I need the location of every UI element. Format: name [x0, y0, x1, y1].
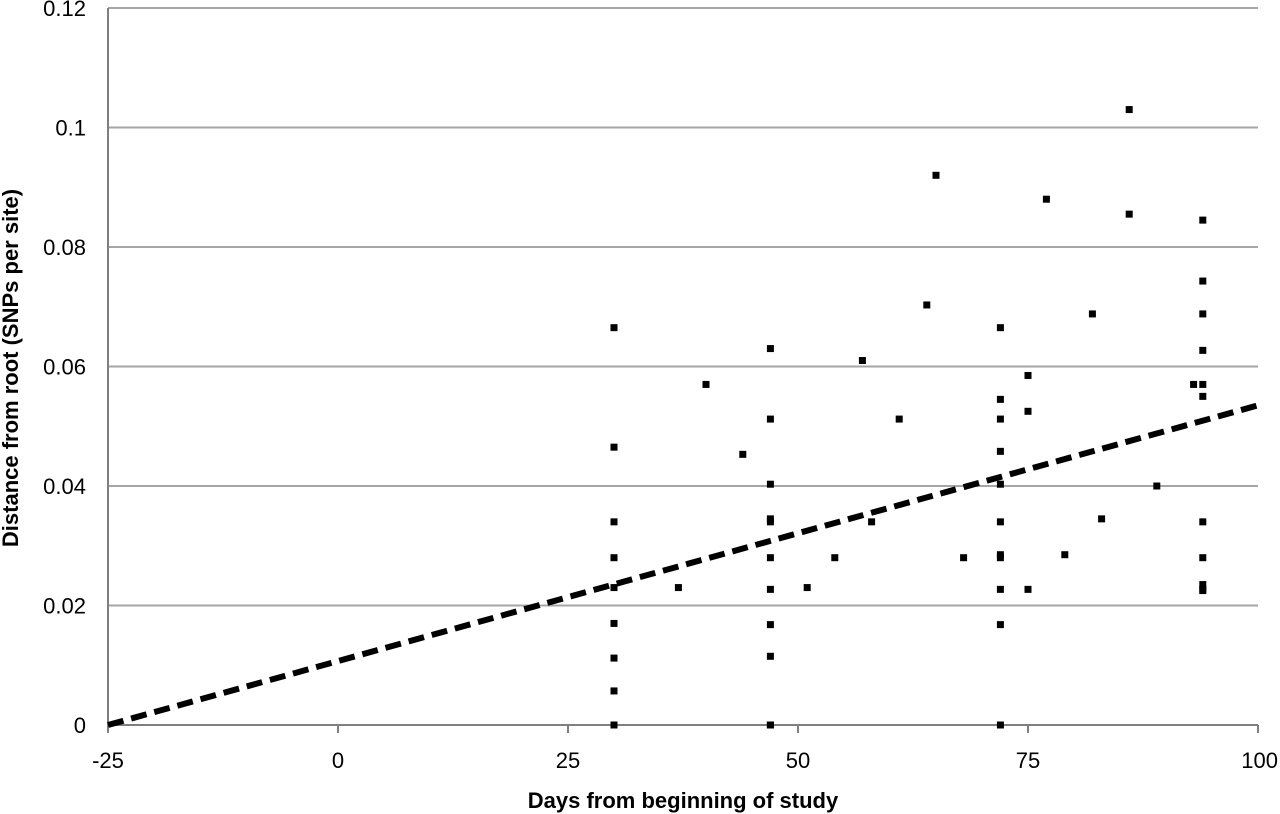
y-tick-label: 0.06 [43, 355, 86, 380]
gridlines [108, 7, 1258, 607]
data-point [1098, 515, 1106, 523]
x-axis-title: Days from beginning of study [528, 788, 839, 813]
data-point [766, 621, 774, 629]
y-tick-label: 0.1 [55, 116, 86, 141]
y-axis-title: Distance from root (SNPs per site) [0, 189, 23, 547]
data-point [610, 619, 618, 627]
data-point [1199, 392, 1207, 400]
data-point [923, 301, 931, 309]
x-tick-label: -25 [92, 748, 124, 773]
data-point [1190, 380, 1198, 388]
data-point [610, 654, 618, 662]
x-tick-labels: -25 0 25 50 75 100 [92, 748, 1278, 773]
y-tick-label: 0 [74, 713, 86, 738]
data-point [1061, 551, 1069, 559]
data-point [766, 652, 774, 660]
data-point [766, 554, 774, 562]
data-point [803, 584, 811, 592]
data-point [1042, 195, 1050, 203]
data-point [610, 584, 618, 592]
data-point [766, 585, 774, 593]
y-tick-label: 0.08 [43, 235, 86, 260]
x-tick-label: 25 [556, 748, 580, 773]
data-point [674, 584, 682, 592]
data-point [1199, 380, 1207, 388]
data-point [1153, 482, 1161, 490]
data-point [610, 518, 618, 526]
data-point [996, 721, 1004, 729]
data-point [1024, 371, 1032, 379]
data-point [766, 721, 774, 729]
data-point [996, 415, 1004, 423]
x-tick-label: 50 [786, 748, 810, 773]
data-point [996, 324, 1004, 332]
data-point [610, 687, 618, 695]
data-point [868, 518, 876, 526]
x-tick-label: 75 [1016, 748, 1040, 773]
data-point [858, 357, 866, 365]
data-point [996, 395, 1004, 403]
data-point [1125, 210, 1133, 218]
data-point [610, 443, 618, 451]
y-tick-label: 0.04 [43, 474, 86, 499]
data-point [996, 447, 1004, 455]
data-point [831, 554, 839, 562]
data-point [1199, 518, 1207, 526]
data-point [766, 518, 774, 526]
data-point [932, 171, 940, 179]
data-point [960, 554, 968, 562]
data-point [766, 345, 774, 353]
data-points [610, 106, 1207, 729]
data-point [996, 554, 1004, 562]
data-point [766, 415, 774, 423]
data-point [702, 380, 710, 388]
data-point [895, 415, 903, 423]
data-point [996, 480, 1004, 488]
data-point [610, 554, 618, 562]
trendline [107, 402, 1259, 728]
data-point [1125, 106, 1133, 114]
data-point [996, 518, 1004, 526]
data-point [1199, 277, 1207, 285]
data-point [610, 324, 618, 332]
data-point [1199, 554, 1207, 562]
trendline-layer [107, 402, 1259, 728]
data-point [610, 721, 618, 729]
data-point [996, 585, 1004, 593]
y-tick-label: 0.12 [43, 0, 86, 21]
x-tick-label: 0 [332, 748, 344, 773]
data-point [766, 480, 774, 488]
data-point [996, 621, 1004, 629]
data-point [1024, 585, 1032, 593]
data-point [1199, 310, 1207, 318]
data-point [1024, 407, 1032, 415]
data-point [1088, 310, 1096, 318]
data-point [739, 450, 747, 458]
data-point [1199, 346, 1207, 354]
y-tick-label: 0.02 [43, 594, 86, 619]
x-tick-label: 100 [1241, 748, 1278, 773]
data-point [1199, 585, 1207, 593]
data-point [1199, 581, 1207, 589]
y-tick-labels: 0 0.02 0.04 0.06 0.08 0.1 0.12 [43, 0, 86, 738]
axes [107, 8, 1259, 733]
data-point [1199, 216, 1207, 224]
